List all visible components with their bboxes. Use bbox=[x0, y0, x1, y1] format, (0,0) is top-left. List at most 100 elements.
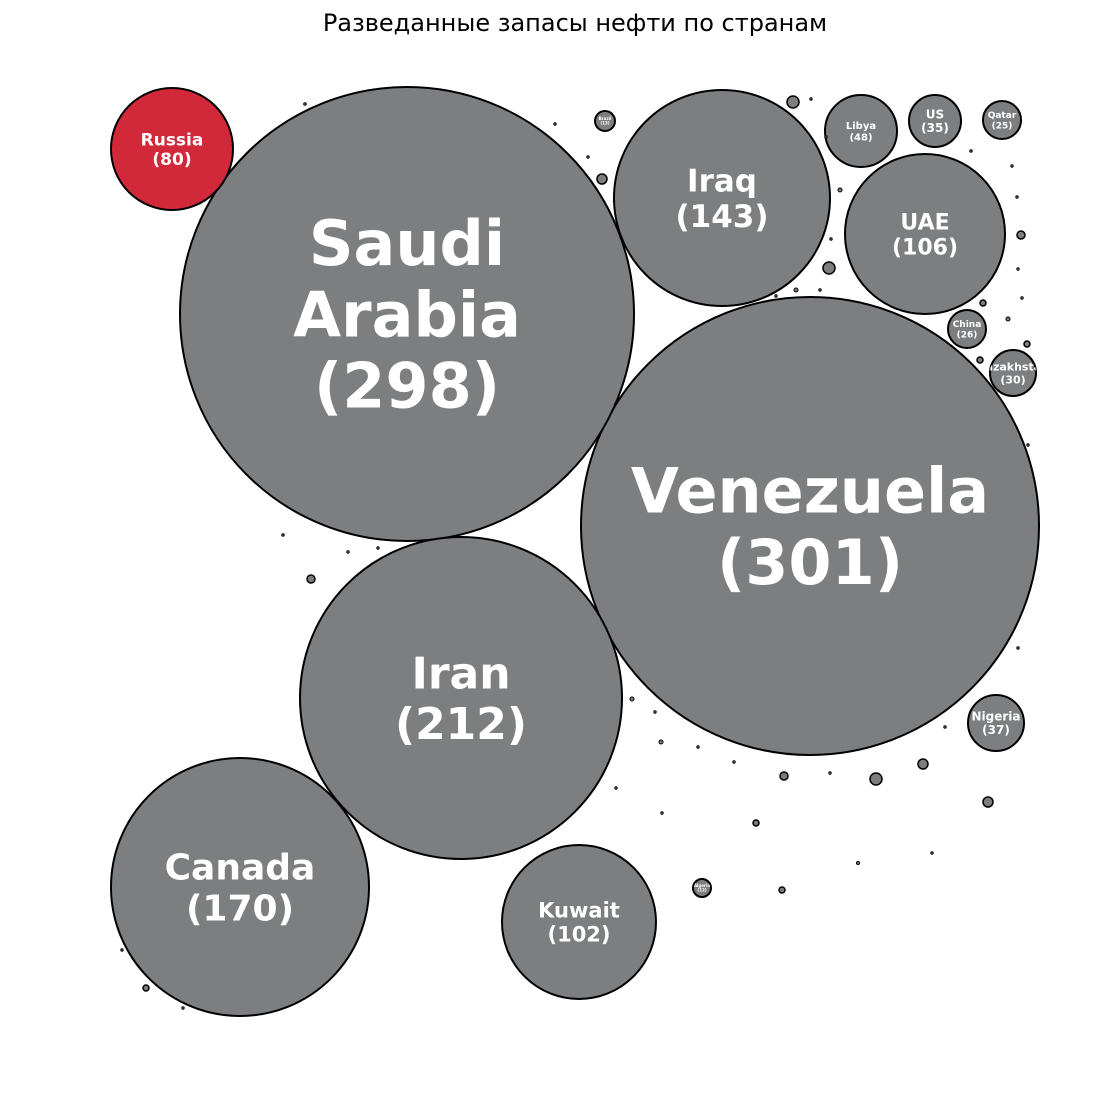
bubble-circle-nigeria bbox=[967, 694, 1025, 752]
bubble-name-label: Saudi bbox=[309, 207, 505, 280]
minor-bubble bbox=[696, 745, 700, 749]
bubble-name-label: Kazakhstan bbox=[977, 361, 1049, 374]
minor-bubble bbox=[822, 261, 836, 275]
bubble-value-label: (212) bbox=[395, 699, 527, 750]
minor-bubble bbox=[779, 771, 789, 781]
bubble-circle-saudi-arabia bbox=[179, 86, 635, 542]
bubble-circle-qatar bbox=[982, 100, 1022, 140]
minor-bubble bbox=[181, 1006, 185, 1010]
bubble-china: China(26) bbox=[947, 309, 987, 349]
bubble-value-label: (12) bbox=[697, 888, 706, 893]
bubble-kazakhstan: Kazakhstan(30) bbox=[977, 349, 1049, 397]
bubble-name-label: Qatar bbox=[988, 111, 1017, 121]
bubble-uae: UAE(106) bbox=[844, 153, 1006, 315]
minor-bubble bbox=[837, 187, 843, 193]
bubble-qatar: Qatar(25) bbox=[982, 100, 1022, 140]
bubble-circle-canada bbox=[110, 757, 370, 1017]
minor-bubble bbox=[653, 710, 657, 714]
minor-bubble bbox=[1005, 316, 1011, 322]
bubble-value-label: (37) bbox=[982, 723, 1010, 737]
bubble-name-label: Iraq bbox=[687, 163, 757, 199]
bubble-algeria: Algeria(12) bbox=[692, 878, 712, 898]
minor-bubble bbox=[732, 760, 736, 764]
chart-title: Разведанные запасы нефти по странам bbox=[323, 9, 827, 37]
minor-bubble bbox=[774, 294, 778, 298]
bubble-us: US(35) bbox=[908, 94, 962, 148]
bubble-circle-algeria bbox=[692, 878, 712, 898]
minor-bubble bbox=[829, 237, 833, 241]
bubble-value-label: (102) bbox=[547, 923, 610, 947]
bubble-value-label: (80) bbox=[152, 150, 191, 170]
minor-bubble bbox=[982, 796, 994, 808]
bubble-circle-us bbox=[908, 94, 962, 148]
bubble-venezuela: Venezuela(301) bbox=[580, 296, 1040, 756]
bubble-circle-venezuela bbox=[580, 296, 1040, 756]
bubble-name-label: Algeria bbox=[694, 883, 710, 888]
minor-bubble bbox=[976, 356, 984, 364]
bubble-circle-kazakhstan bbox=[989, 349, 1037, 397]
minor-bubble bbox=[658, 739, 664, 745]
minor-bubble bbox=[1023, 340, 1031, 348]
bubble-libya: Libya(48) bbox=[824, 94, 898, 168]
minor-bubble bbox=[917, 758, 929, 770]
bubble-name-label: Kuwait bbox=[538, 898, 620, 922]
bubble-brazil: Brazil(13) bbox=[594, 110, 616, 132]
minor-bubble bbox=[346, 550, 350, 554]
minor-bubble bbox=[660, 811, 664, 815]
bubble-value-label: (25) bbox=[992, 121, 1013, 131]
bubble-circle-kuwait bbox=[501, 844, 657, 1000]
bubble-name-label: Nigeria bbox=[971, 709, 1020, 723]
minor-bubble bbox=[869, 772, 883, 786]
bubble-circle-iraq bbox=[613, 89, 831, 307]
bubble-value-label: (143) bbox=[675, 199, 768, 235]
minor-bubbles-group bbox=[120, 95, 1031, 1010]
bubble-circle-uae bbox=[844, 153, 1006, 315]
minor-bubble bbox=[1016, 646, 1020, 650]
bubble-iran: Iran(212) bbox=[299, 536, 623, 860]
minor-bubble bbox=[142, 984, 150, 992]
minor-bubble bbox=[120, 948, 124, 952]
bubble-circle-russia bbox=[110, 87, 234, 211]
bubble-value-label: (48) bbox=[849, 132, 872, 143]
bubble-kuwait: Kuwait(102) bbox=[501, 844, 657, 1000]
minor-bubble bbox=[1016, 267, 1020, 271]
bubble-value-label: (30) bbox=[1000, 373, 1025, 386]
bubble-russia: Russia(80) bbox=[110, 87, 234, 211]
minor-bubble bbox=[786, 95, 800, 109]
bubble-name-label: Canada bbox=[165, 847, 316, 888]
bubble-circle-iran bbox=[299, 536, 623, 860]
minor-bubble bbox=[1010, 164, 1014, 168]
bubbles-group: Venezuela(301)SaudiArabia(298)Iran(212)C… bbox=[110, 86, 1049, 1017]
minor-bubble bbox=[752, 819, 760, 827]
bubble-circle-china bbox=[947, 309, 987, 349]
minor-bubble bbox=[969, 149, 973, 153]
minor-bubble bbox=[281, 533, 285, 537]
bubble-circle-brazil bbox=[594, 110, 616, 132]
bubble-iraq: Iraq(143) bbox=[613, 89, 831, 307]
minor-bubble bbox=[824, 135, 828, 139]
bubble-name-label: Libya bbox=[846, 121, 876, 132]
bubble-name-label: Russia bbox=[141, 130, 204, 150]
minor-bubble bbox=[306, 574, 316, 584]
minor-bubble bbox=[1026, 443, 1030, 447]
bubble-value-label: (170) bbox=[186, 889, 294, 930]
minor-bubble bbox=[596, 173, 608, 185]
bubble-name-label: Brazil bbox=[599, 116, 612, 121]
minor-bubble bbox=[778, 886, 786, 894]
bubble-name-label: China bbox=[953, 320, 982, 330]
bubble-value-label: (35) bbox=[921, 121, 949, 135]
bubble-value-label: (106) bbox=[892, 236, 958, 261]
bubble-name-label: UAE bbox=[900, 210, 949, 235]
minor-bubble bbox=[614, 786, 618, 790]
minor-bubble bbox=[376, 546, 380, 550]
minor-bubble bbox=[553, 122, 557, 126]
bubble-value-label: (26) bbox=[957, 330, 978, 340]
bubble-name-label: Arabia bbox=[293, 278, 521, 351]
minor-bubble bbox=[809, 97, 813, 101]
bubble-name-label: Iran bbox=[411, 649, 510, 700]
bubble-value-label: (298) bbox=[314, 350, 500, 423]
minor-bubble bbox=[1016, 230, 1026, 240]
bubble-nigeria: Nigeria(37) bbox=[967, 694, 1025, 752]
minor-bubble bbox=[1015, 195, 1019, 199]
